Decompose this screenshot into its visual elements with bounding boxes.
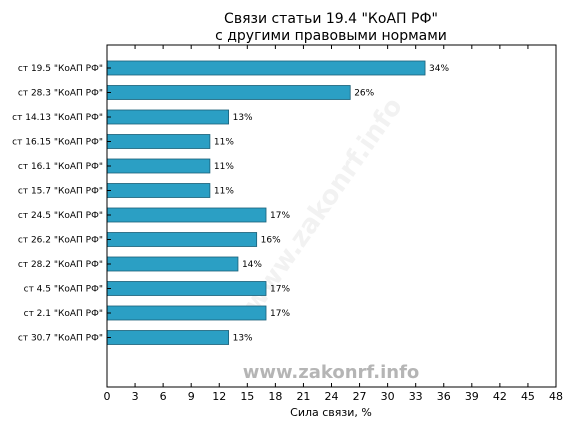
bar: [106, 232, 258, 247]
bar: [106, 158, 211, 174]
bar: [106, 207, 267, 223]
x-tick-label: 45: [521, 390, 535, 403]
category-label: ст 24.5 "КоАП РФ": [18, 211, 103, 221]
bar-value-label: 17%: [270, 285, 290, 295]
x-tick-label: 27: [353, 390, 367, 403]
category-label: ст 16.15 "КоАП РФ": [12, 138, 103, 148]
x-tick-label: 36: [437, 390, 451, 403]
bars-group: 34% 26% 13% 11% 11% 11% 17% 16% 14% 17% 17% 13%: [106, 60, 449, 345]
category-label: ст 28.3 "КоАП РФ": [18, 89, 103, 99]
x-axis-label: Сила связи, %: [290, 406, 372, 419]
bar-value-label: 26%: [354, 89, 374, 99]
category-label: ст 4.5 "КоАП РФ": [24, 285, 103, 295]
category-label: ст 19.5 "КоАП РФ": [18, 64, 103, 74]
category-label: ст 14.13 "КоАП РФ": [12, 113, 103, 123]
x-tick-label: 42: [493, 390, 507, 403]
x-tick-label: 18: [268, 390, 282, 403]
category-labels: ст 19.5 "КоАП РФ" ст 28.3 "КоАП РФ" ст 14.…: [12, 64, 103, 344]
chart-title: Связи статьи 19.4 "КоАП РФ": [224, 11, 438, 27]
x-tick-label: 12: [212, 390, 226, 403]
x-tick-label: 21: [296, 390, 310, 403]
bar: [106, 60, 426, 76]
bar: [106, 281, 267, 296]
x-tick-label: 24: [325, 390, 339, 403]
bar-value-label: 14%: [242, 260, 262, 270]
x-tick-label: 48: [549, 390, 563, 403]
category-label: ст 16.1 "КоАП РФ": [18, 162, 103, 172]
bar-value-label: 17%: [270, 211, 290, 221]
bar: [106, 330, 230, 345]
bar: [106, 109, 230, 125]
x-tick-label: 39: [465, 390, 479, 403]
x-tick-label: 33: [409, 390, 423, 403]
bar-value-label: 11%: [214, 187, 234, 197]
bar-value-label: 34%: [429, 64, 449, 74]
plot-frame: [106, 44, 557, 388]
bar-value-label: 17%: [270, 309, 290, 319]
x-tick-label: 15: [240, 390, 254, 403]
category-label: ст 26.2 "КоАП РФ": [18, 236, 103, 246]
x-tick-label: 3: [132, 390, 139, 403]
bar: [106, 305, 267, 321]
x-tick-label: 6: [160, 390, 167, 403]
category-label: ст 28.2 "КоАП РФ": [18, 260, 103, 270]
x-tick-label: 30: [381, 390, 395, 403]
bar: [106, 85, 351, 100]
bar-value-label: 11%: [214, 162, 234, 172]
bar-value-label: 16%: [261, 236, 281, 246]
bar: [106, 256, 239, 272]
watermark: www.zakonrf.info: [243, 362, 420, 383]
category-label: ст 15.7 "КоАП РФ": [18, 187, 103, 197]
chart-subtitle: с другими правовыми нормами: [215, 28, 447, 44]
x-tick-label: 9: [188, 390, 195, 403]
bar-value-label: 11%: [214, 138, 234, 148]
bar-value-label: 13%: [233, 334, 253, 344]
x-axis-ticks: 0 3 6 9 12 15 18 21 24 27 30 33 36 39 42 45 48: [104, 45, 563, 403]
bar-value-label: 13%: [233, 113, 253, 123]
x-tick-label: 0: [104, 390, 111, 403]
bar: [106, 134, 211, 149]
category-label: ст 30.7 "КоАП РФ": [18, 334, 103, 344]
bar: [106, 183, 211, 198]
category-label: ст 2.1 "КоАП РФ": [24, 309, 103, 319]
